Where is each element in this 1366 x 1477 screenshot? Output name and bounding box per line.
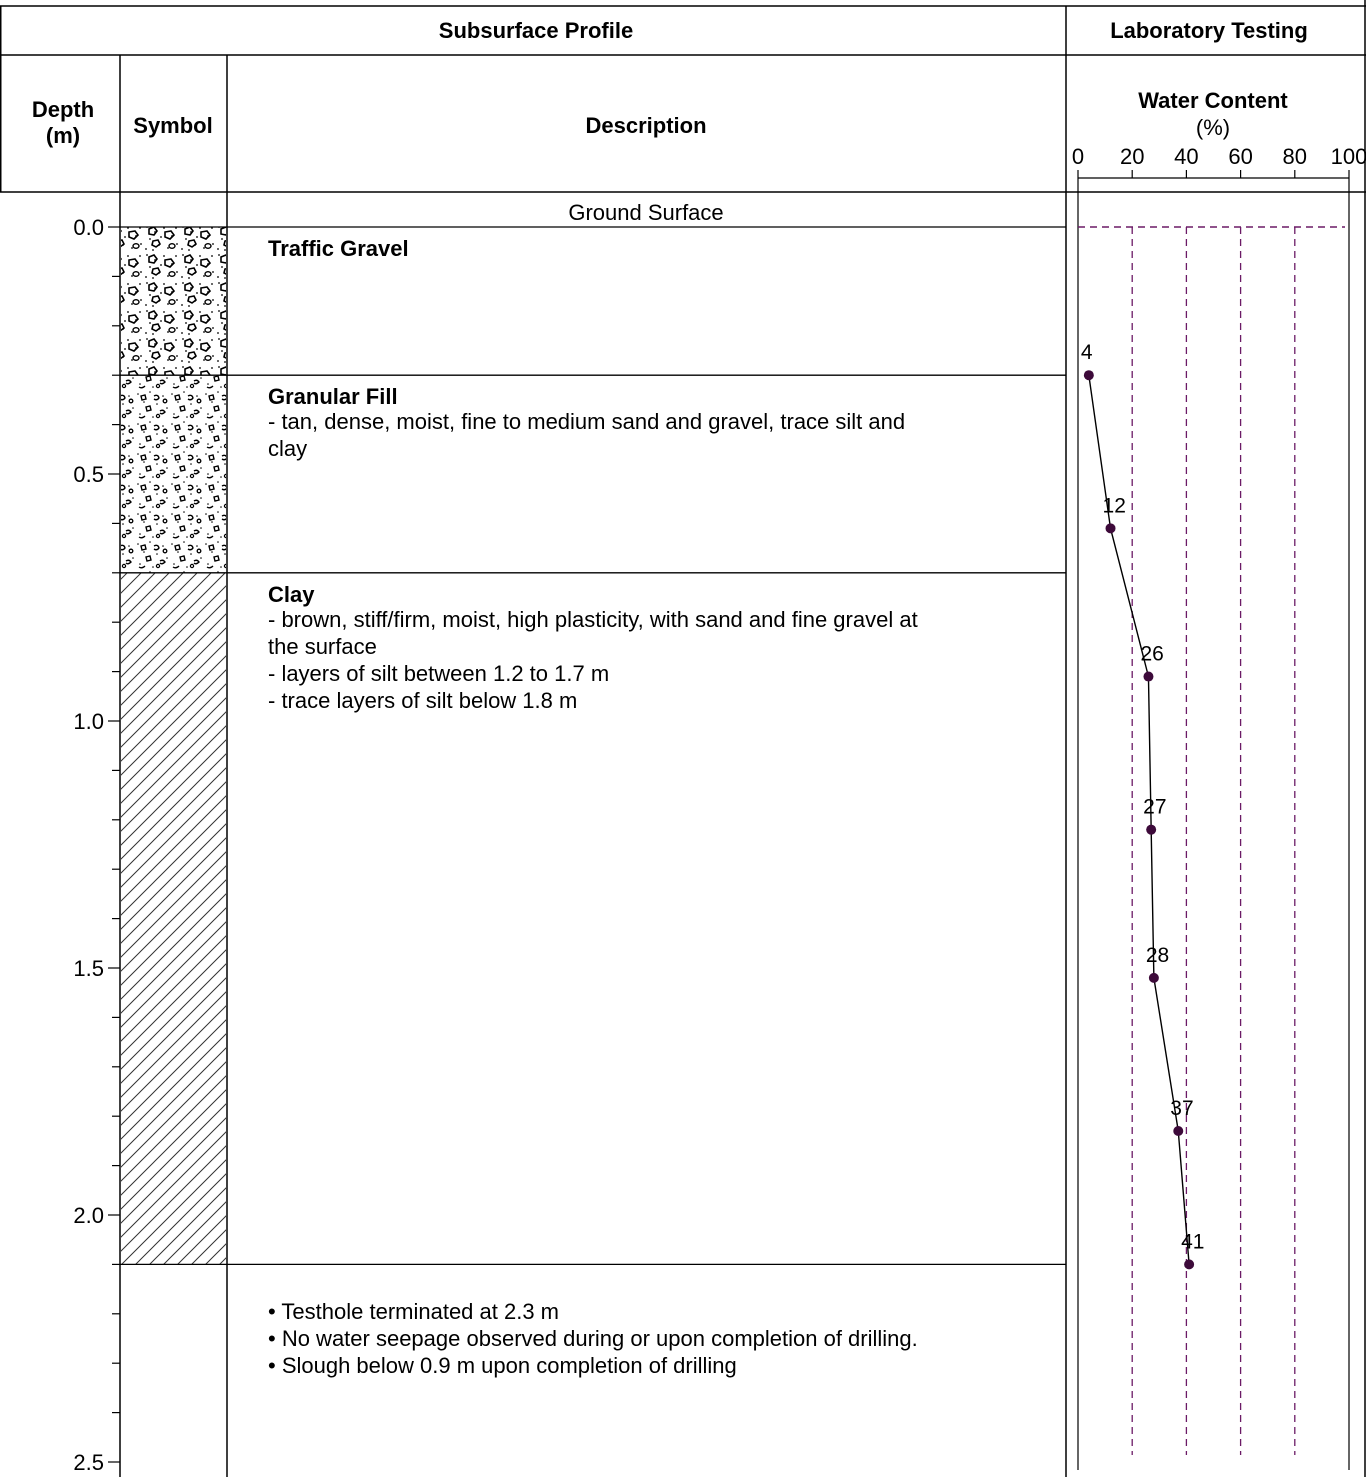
water-content-chart: 0 20 40 60 80 100 4 12 26 27 28 37 41	[1072, 144, 1366, 1470]
column-header-symbol: Symbol	[133, 113, 212, 138]
water-content-point	[1143, 671, 1154, 682]
note-line: • Slough below 0.9 m upon completion of …	[268, 1353, 737, 1378]
depth-tick-label: 1.0	[73, 709, 104, 734]
depth-tick-label: 0.5	[73, 462, 104, 487]
section-title-laboratory-testing: Laboratory Testing	[1110, 18, 1308, 43]
depth-tick-label: 2.0	[73, 1203, 104, 1228]
water-content-point	[1105, 523, 1116, 534]
testhole-notes: • Testhole terminated at 2.3 m• No water…	[268, 1299, 918, 1378]
chart-unit-label: (%)	[1196, 115, 1230, 140]
depth-axis: 0.0 0.5 1.0 1.5 2.0 2.5	[73, 215, 120, 1475]
x-tick-label: 80	[1283, 144, 1307, 169]
soil-symbol-granular	[121, 375, 226, 573]
soil-layers: Traffic Gravel Granular Fill- tan, dense,…	[120, 226, 1066, 1266]
depth-tick-label: 0.0	[73, 215, 104, 240]
water-content-point	[1173, 1126, 1184, 1137]
chart-title-water-content: Water Content	[1138, 88, 1288, 113]
x-tick-label: 0	[1072, 144, 1084, 169]
soil-symbol-gravel	[121, 227, 226, 376]
layer-description-line: - brown, stiff/firm, moist, high plastic…	[268, 607, 918, 632]
water-content-point	[1184, 1259, 1195, 1270]
layer-description-line: clay	[268, 436, 307, 461]
column-header-depth: Depth	[32, 97, 94, 122]
x-tick-label: 40	[1174, 144, 1198, 169]
layer-description-line: - layers of silt between 1.2 to 1.7 m	[268, 661, 609, 686]
note-line: • No water seepage observed during or up…	[268, 1326, 918, 1351]
water-content-value-label: 4	[1081, 341, 1093, 364]
column-header-description: Description	[585, 113, 706, 138]
depth-tick-label: 1.5	[73, 956, 104, 981]
soil-symbol-clay-hatch	[121, 572, 226, 1265]
water-content-point	[1146, 824, 1157, 835]
water-content-value-label: 12	[1103, 494, 1126, 517]
ground-surface-label: Ground Surface	[568, 200, 723, 225]
section-title-subsurface-profile: Subsurface Profile	[439, 18, 633, 43]
water-content-value-label: 37	[1170, 1097, 1193, 1120]
water-content-value-label: 27	[1143, 796, 1166, 819]
note-line: • Testhole terminated at 2.3 m	[268, 1299, 559, 1324]
layer-title: Traffic Gravel	[268, 236, 409, 261]
layer-description-line: the surface	[268, 634, 377, 659]
water-content-value-label: 41	[1181, 1230, 1204, 1253]
water-content-value-label: 28	[1146, 944, 1169, 967]
depth-tick-label: 2.5	[73, 1450, 104, 1475]
layer-description-line: - trace layers of silt below 1.8 m	[268, 688, 577, 713]
water-content-point	[1083, 370, 1094, 381]
layer-title: Granular Fill	[268, 384, 398, 409]
water-content-value-label: 26	[1140, 643, 1163, 666]
water-content-point	[1148, 972, 1159, 983]
x-tick-label: 20	[1120, 144, 1144, 169]
layer-description-line: - tan, dense, moist, fine to medium sand…	[268, 409, 905, 434]
x-tick-label: 100	[1331, 144, 1366, 169]
x-tick-label: 60	[1228, 144, 1252, 169]
layer-title: Clay	[268, 582, 315, 607]
column-header-depth-unit: (m)	[46, 123, 80, 148]
